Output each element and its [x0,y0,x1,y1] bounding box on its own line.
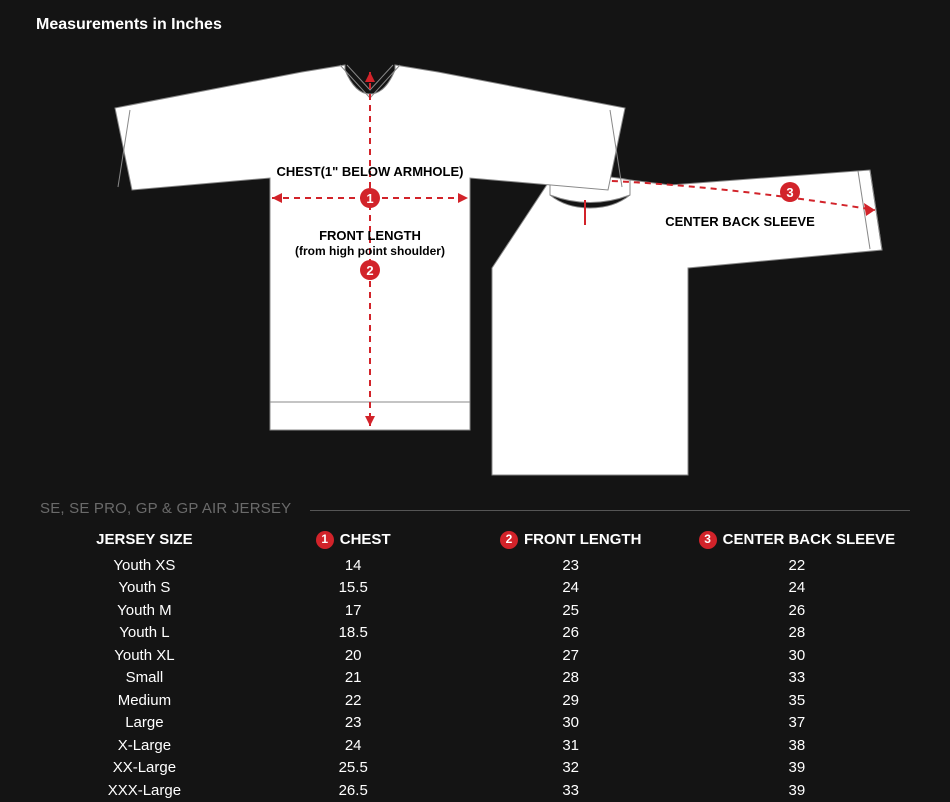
col-sleeve-label: CENTER BACK SLEEVE [723,531,896,548]
cell-size: Youth L [40,622,249,645]
marker-2: 2 [360,260,380,280]
cell-chest: 24 [249,734,458,757]
jersey-diagram: 1 2 3 CHEST(1" BELOW ARMHOLE) FRONT LENG… [80,50,900,480]
col-front-label: FRONT LENGTH [524,531,642,548]
col-chest: 1 CHEST [249,528,458,554]
col-chest-label: CHEST [340,531,391,548]
col-front: 2 FRONT LENGTH [458,528,684,554]
marker-1: 1 [360,188,380,208]
table-row: Youth L18.52628 [40,622,910,645]
cell-size: X-Large [40,734,249,757]
cell-front: 31 [458,734,684,757]
cell-size: XXX-Large [40,779,249,802]
size-table: JERSEY SIZE 1 CHEST 2 FRONT LENGTH 3 CENTER… [40,528,910,802]
table-row: Large233037 [40,712,910,735]
cell-sleeve: 39 [684,779,910,802]
cell-size: Large [40,712,249,735]
cell-sleeve: 37 [684,712,910,735]
cell-sleeve: 38 [684,734,910,757]
cell-sleeve: 33 [684,667,910,690]
cell-sleeve: 39 [684,757,910,780]
col-sleeve: 3 CENTER BACK SLEEVE [684,528,910,554]
page-title: Measurements in Inches [36,16,222,34]
table-row: XXX-Large26.53339 [40,779,910,802]
cell-front: 32 [458,757,684,780]
table-header-row: JERSEY SIZE 1 CHEST 2 FRONT LENGTH 3 CENTER… [40,528,910,554]
cell-front: 27 [458,644,684,667]
cell-size: Medium [40,689,249,712]
cell-sleeve: 28 [684,622,910,645]
cell-size: Small [40,667,249,690]
cell-sleeve: 26 [684,599,910,622]
label-center-back-sleeve: CENTER BACK SLEEVE [640,214,840,230]
cell-front: 29 [458,689,684,712]
table-row: Youth M172526 [40,599,910,622]
cell-sleeve: 30 [684,644,910,667]
cell-chest: 23 [249,712,458,735]
cell-sleeve: 24 [684,577,910,600]
cell-size: XX-Large [40,757,249,780]
cell-chest: 14 [249,554,458,577]
cell-chest: 25.5 [249,757,458,780]
cell-front: 25 [458,599,684,622]
cell-sleeve: 35 [684,689,910,712]
caption-divider [310,510,910,511]
cell-chest: 17 [249,599,458,622]
cell-chest: 26.5 [249,779,458,802]
label-front-length-l2: (from high point shoulder) [255,244,485,258]
cell-size: Youth M [40,599,249,622]
cell-front: 33 [458,779,684,802]
label-front-length: FRONT LENGTH (from high point shoulder) [255,228,485,258]
table-row: Youth S15.52424 [40,577,910,600]
label-front-length-l1: FRONT LENGTH [255,228,485,244]
col-size: JERSEY SIZE [40,528,249,554]
table-row: Medium222935 [40,689,910,712]
cell-front: 28 [458,667,684,690]
table-row: X-Large243138 [40,734,910,757]
label-chest: CHEST(1" BELOW ARMHOLE) [270,164,470,180]
cell-size: Youth XS [40,554,249,577]
cell-chest: 15.5 [249,577,458,600]
size-table-wrap: JERSEY SIZE 1 CHEST 2 FRONT LENGTH 3 CENTER… [40,528,910,802]
cell-chest: 18.5 [249,622,458,645]
badge-sleeve: 3 [699,531,717,549]
cell-size: Youth S [40,577,249,600]
table-row: XX-Large25.53239 [40,757,910,780]
table-row: Youth XS142322 [40,554,910,577]
badge-chest: 1 [316,531,334,549]
cell-chest: 20 [249,644,458,667]
cell-front: 24 [458,577,684,600]
cell-front: 26 [458,622,684,645]
cell-front: 23 [458,554,684,577]
cell-size: Youth XL [40,644,249,667]
marker-3: 3 [780,182,800,202]
cell-sleeve: 22 [684,554,910,577]
badge-front: 2 [500,531,518,549]
table-body: Youth XS142322Youth S15.52424Youth M1725… [40,554,910,802]
table-row: Small212833 [40,667,910,690]
cell-front: 30 [458,712,684,735]
cell-chest: 21 [249,667,458,690]
table-row: Youth XL202730 [40,644,910,667]
cell-chest: 22 [249,689,458,712]
diagram-svg [80,50,900,480]
table-caption: SE, SE PRO, GP & GP AIR JERSEY [40,500,291,517]
